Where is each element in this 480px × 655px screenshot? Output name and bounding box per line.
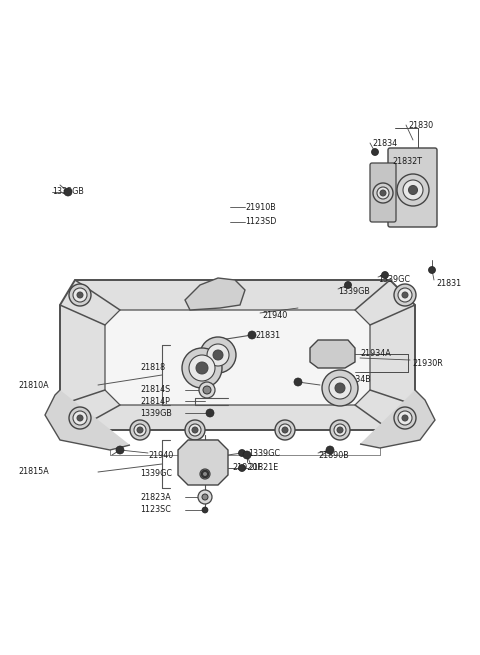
Circle shape bbox=[335, 383, 345, 393]
Text: 21814S: 21814S bbox=[140, 386, 170, 394]
Text: 21831: 21831 bbox=[436, 278, 461, 288]
Text: 1339GC: 1339GC bbox=[248, 449, 280, 457]
Circle shape bbox=[372, 149, 379, 155]
Circle shape bbox=[73, 411, 87, 425]
Circle shape bbox=[337, 427, 343, 433]
Circle shape bbox=[382, 272, 388, 278]
Text: 21821E: 21821E bbox=[248, 464, 278, 472]
Text: 21934A: 21934A bbox=[360, 350, 391, 358]
Circle shape bbox=[397, 174, 429, 206]
Circle shape bbox=[137, 427, 143, 433]
Circle shape bbox=[130, 420, 150, 440]
Text: 21814P: 21814P bbox=[140, 396, 170, 405]
Text: 1123SC: 1123SC bbox=[140, 506, 171, 514]
Text: 21823A: 21823A bbox=[140, 493, 171, 502]
Text: 21934B: 21934B bbox=[340, 375, 371, 384]
Circle shape bbox=[203, 386, 211, 394]
Circle shape bbox=[239, 449, 245, 457]
Circle shape bbox=[73, 288, 87, 302]
Circle shape bbox=[394, 284, 416, 306]
Circle shape bbox=[69, 407, 91, 429]
Text: 1123SD: 1123SD bbox=[245, 217, 276, 227]
Circle shape bbox=[200, 337, 236, 373]
Polygon shape bbox=[60, 280, 415, 430]
Polygon shape bbox=[105, 310, 370, 405]
Text: 1339GB: 1339GB bbox=[140, 409, 172, 417]
Circle shape bbox=[403, 180, 423, 200]
Circle shape bbox=[398, 288, 412, 302]
Circle shape bbox=[279, 424, 291, 436]
Text: 21832T: 21832T bbox=[392, 157, 422, 166]
Text: 21930R: 21930R bbox=[412, 360, 443, 369]
Circle shape bbox=[373, 183, 393, 203]
Circle shape bbox=[282, 427, 288, 433]
Circle shape bbox=[377, 187, 389, 199]
Circle shape bbox=[243, 451, 251, 459]
Circle shape bbox=[201, 470, 209, 478]
Polygon shape bbox=[178, 440, 228, 485]
Circle shape bbox=[77, 415, 83, 421]
Circle shape bbox=[329, 377, 351, 399]
Text: 21940: 21940 bbox=[148, 451, 173, 460]
Circle shape bbox=[116, 446, 124, 454]
Circle shape bbox=[248, 331, 256, 339]
Polygon shape bbox=[310, 340, 355, 368]
Circle shape bbox=[294, 378, 302, 386]
Circle shape bbox=[189, 355, 215, 381]
Circle shape bbox=[199, 382, 215, 398]
Polygon shape bbox=[185, 278, 245, 310]
Text: 1339GB: 1339GB bbox=[338, 288, 370, 297]
Text: 1339GB: 1339GB bbox=[52, 187, 84, 196]
Text: 1339GC: 1339GC bbox=[378, 276, 410, 284]
Circle shape bbox=[429, 267, 435, 274]
Text: 21810A: 21810A bbox=[18, 381, 48, 390]
Text: 21940: 21940 bbox=[262, 312, 287, 320]
Polygon shape bbox=[360, 390, 435, 448]
Circle shape bbox=[206, 409, 214, 417]
Circle shape bbox=[196, 362, 208, 374]
Circle shape bbox=[330, 420, 350, 440]
Circle shape bbox=[380, 190, 386, 196]
Circle shape bbox=[326, 446, 334, 454]
Circle shape bbox=[345, 282, 351, 288]
Text: 21834: 21834 bbox=[372, 138, 397, 147]
Circle shape bbox=[200, 469, 210, 479]
Circle shape bbox=[69, 284, 91, 306]
Circle shape bbox=[402, 292, 408, 298]
Text: 1339GC: 1339GC bbox=[140, 470, 172, 479]
Text: 21818: 21818 bbox=[140, 364, 165, 373]
Circle shape bbox=[189, 424, 201, 436]
Circle shape bbox=[203, 472, 207, 476]
Text: 21910B: 21910B bbox=[245, 202, 276, 212]
Circle shape bbox=[134, 424, 146, 436]
Circle shape bbox=[239, 464, 245, 472]
Circle shape bbox=[334, 424, 346, 436]
Circle shape bbox=[213, 350, 223, 360]
Circle shape bbox=[202, 494, 208, 500]
Circle shape bbox=[408, 185, 418, 195]
Circle shape bbox=[64, 188, 72, 196]
FancyBboxPatch shape bbox=[370, 163, 396, 222]
Text: 21830: 21830 bbox=[408, 121, 433, 130]
Text: 21831: 21831 bbox=[255, 331, 280, 339]
Circle shape bbox=[77, 292, 83, 298]
Circle shape bbox=[207, 344, 229, 366]
Circle shape bbox=[322, 370, 358, 406]
Circle shape bbox=[198, 490, 212, 504]
Circle shape bbox=[398, 411, 412, 425]
Text: 21815A: 21815A bbox=[18, 468, 49, 476]
Text: 21920F: 21920F bbox=[232, 462, 262, 472]
Circle shape bbox=[275, 420, 295, 440]
Circle shape bbox=[182, 348, 222, 388]
FancyBboxPatch shape bbox=[388, 148, 437, 227]
Text: 21890B: 21890B bbox=[318, 451, 349, 460]
Circle shape bbox=[394, 407, 416, 429]
Circle shape bbox=[192, 427, 198, 433]
Circle shape bbox=[202, 507, 208, 513]
Polygon shape bbox=[45, 390, 130, 450]
Circle shape bbox=[402, 415, 408, 421]
Circle shape bbox=[185, 420, 205, 440]
